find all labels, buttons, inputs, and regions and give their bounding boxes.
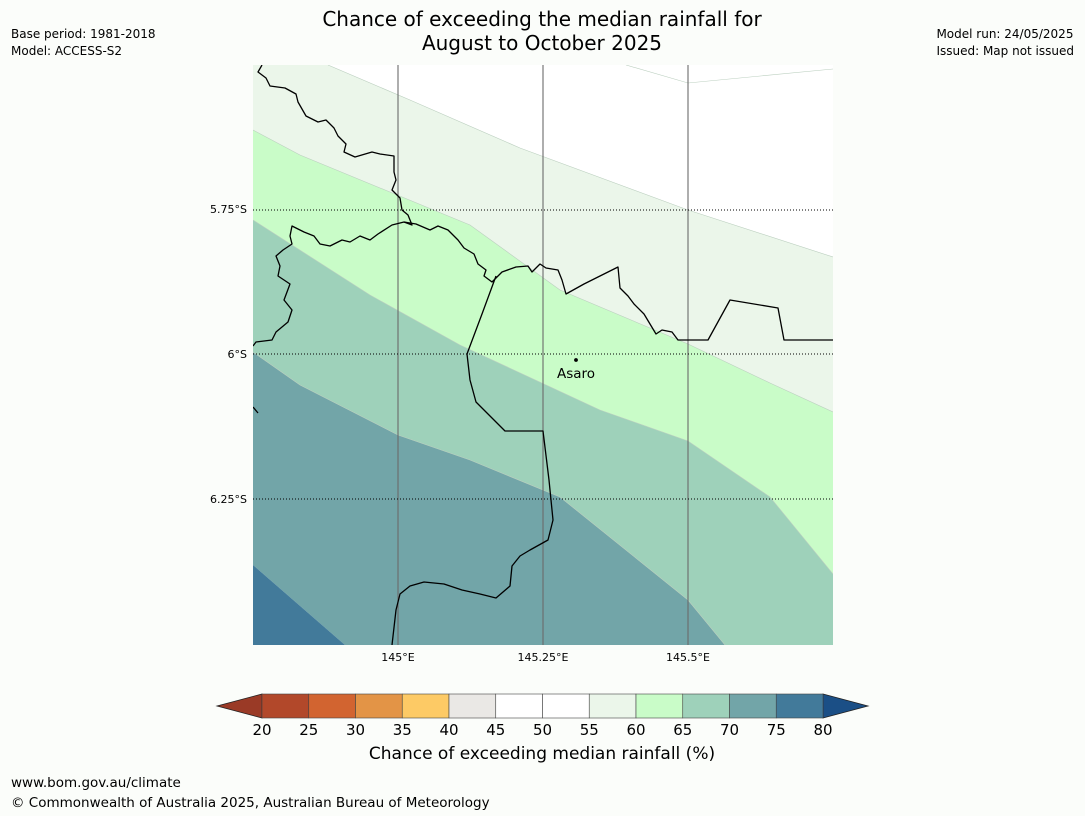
lon-label-145e: 145°E bbox=[381, 651, 414, 664]
asaro-marker bbox=[574, 358, 578, 362]
colorbar: 20 25 30 35 40 45 50 55 60 65 70 75 80 bbox=[215, 693, 870, 739]
left-metadata: Base period: 1981-2018 Model: ACCESS-S2 bbox=[11, 26, 156, 60]
colorbar-segment bbox=[542, 693, 590, 719]
issued-text: Issued: Map not issued bbox=[936, 44, 1074, 58]
zone-75-80 bbox=[253, 565, 345, 645]
lon-label-145-25e: 145.25°E bbox=[518, 651, 569, 664]
zone-70-75 bbox=[253, 352, 725, 645]
town-label-asaro: Asaro bbox=[557, 366, 595, 382]
colorbar-segment bbox=[775, 693, 824, 719]
lat-label-6s: 6°S bbox=[228, 348, 247, 361]
colorbar-segment bbox=[635, 693, 684, 719]
colorbar-segment bbox=[448, 693, 497, 719]
colorbar-tick-label: 75 bbox=[767, 721, 786, 739]
colorbar-over-arrow bbox=[822, 693, 870, 719]
colorbar-segment bbox=[261, 693, 310, 719]
colorbar-segment bbox=[729, 693, 777, 719]
colorbar-segment bbox=[401, 693, 450, 719]
colorbar-segment bbox=[495, 693, 543, 719]
map-plot-area: Asaro bbox=[253, 65, 833, 645]
lon-label-145-5e: 145.5°E bbox=[666, 651, 710, 664]
footer-copyright: © Commonwealth of Australia 2025, Austra… bbox=[11, 795, 490, 811]
colorbar-tick-label: 40 bbox=[439, 721, 458, 739]
colorbar-segment bbox=[308, 693, 356, 719]
model-text: Model: ACCESS-S2 bbox=[11, 44, 123, 58]
colorbar-segment bbox=[588, 693, 637, 719]
colorbar-tick-label: 25 bbox=[299, 721, 318, 739]
parallel-lines bbox=[253, 209, 833, 500]
base-period-text: Base period: 1981-2018 bbox=[11, 27, 156, 41]
colorbar-tick-label: 30 bbox=[346, 721, 365, 739]
colorbar-under-arrow bbox=[215, 693, 263, 719]
footer-url: www.bom.gov.au/climate bbox=[11, 775, 181, 791]
title-line-2: August to October 2025 bbox=[421, 31, 663, 55]
colorbar-segment bbox=[682, 693, 730, 719]
meridian-lines bbox=[397, 65, 689, 645]
colorbar-segment bbox=[355, 693, 403, 719]
lat-label-5-75s: 5.75°S bbox=[210, 203, 247, 216]
colorbar-tick-label: 20 bbox=[252, 721, 271, 739]
colorbar-tick-label: 60 bbox=[626, 721, 645, 739]
right-metadata: Model run: 24/05/2025 Issued: Map not is… bbox=[936, 26, 1074, 60]
colorbar-tick-label: 70 bbox=[720, 721, 739, 739]
colorbar-label: Chance of exceeding median rainfall (%) bbox=[368, 744, 716, 764]
lat-label-6-25s: 6.25°S bbox=[210, 493, 247, 506]
colorbar-tick-label: 80 bbox=[813, 721, 832, 739]
colorbar-tick-label: 65 bbox=[673, 721, 692, 739]
map-title: Chance of exceeding the median rainfall … bbox=[242, 7, 842, 55]
model-run-text: Model run: 24/05/2025 bbox=[936, 27, 1074, 41]
admin-boundaries bbox=[253, 65, 833, 645]
colorbar-tick-label: 55 bbox=[580, 721, 599, 739]
title-line-1: Chance of exceeding the median rainfall … bbox=[322, 7, 762, 31]
colorbar-tick-label: 50 bbox=[533, 721, 552, 739]
colorbar-tick-label: 35 bbox=[393, 721, 412, 739]
colorbar-tick-label: 45 bbox=[486, 721, 505, 739]
